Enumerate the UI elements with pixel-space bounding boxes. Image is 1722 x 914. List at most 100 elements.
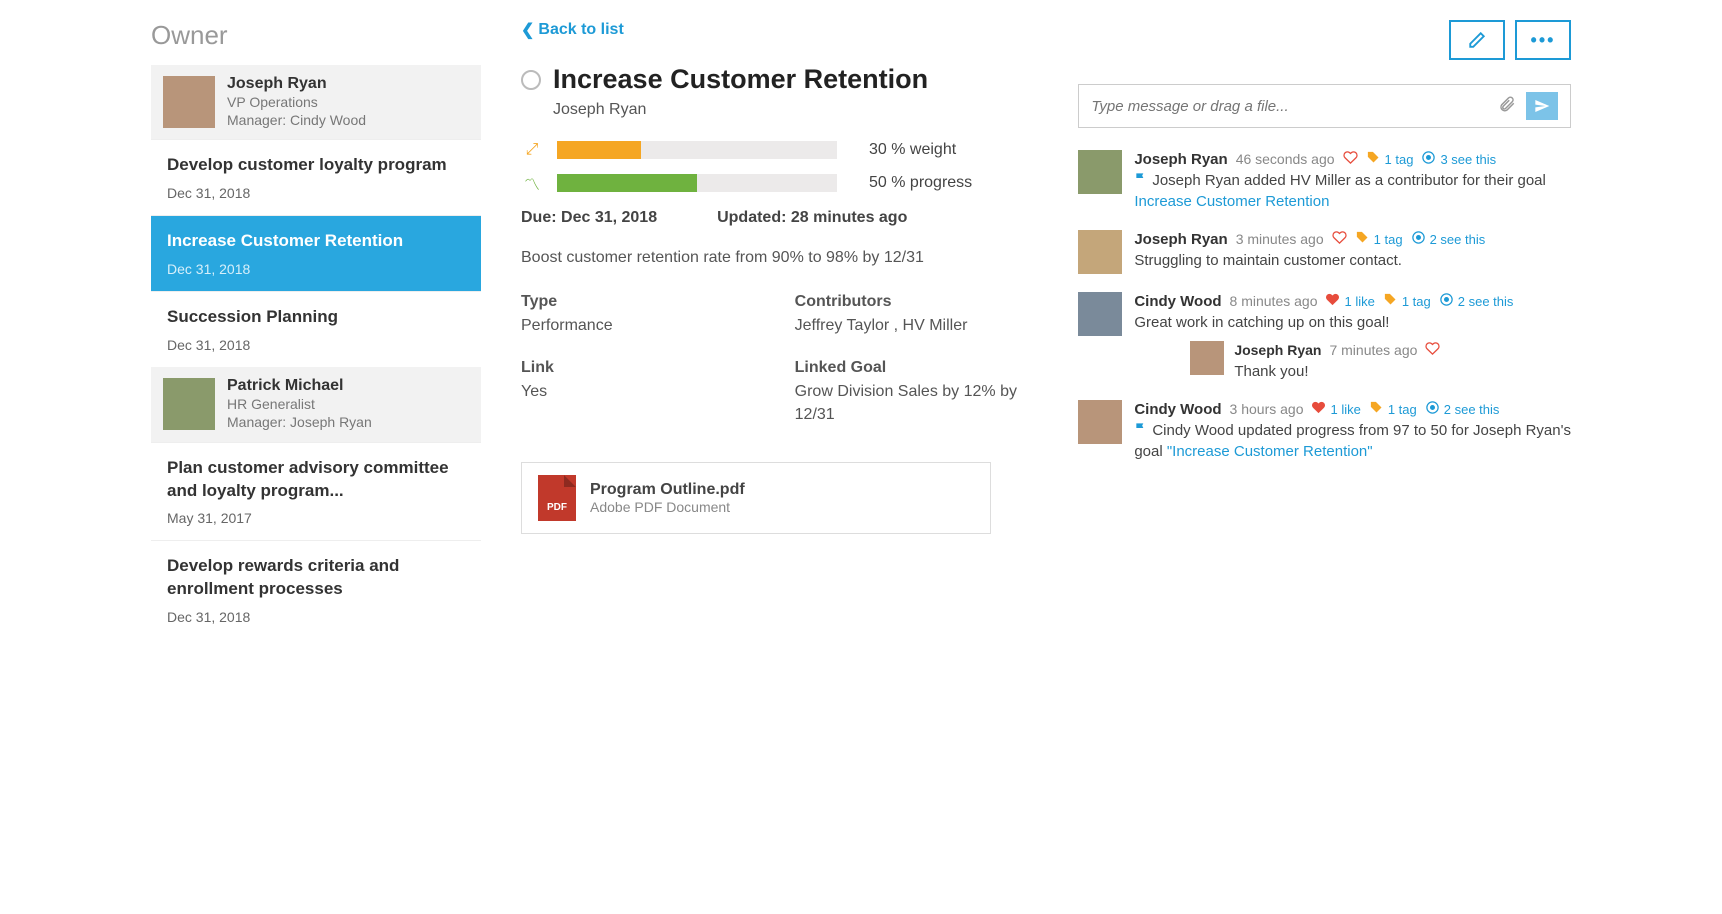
compose-box[interactable]: [1078, 84, 1571, 128]
weight-icon: ⤢: [521, 141, 543, 159]
attach-icon[interactable]: [1498, 95, 1516, 118]
avatar[interactable]: [1078, 150, 1122, 194]
progress-bar-row: 〽 50 % progress: [521, 171, 1038, 195]
goal-item-date: Dec 31, 2018: [167, 185, 465, 201]
avatar[interactable]: [1078, 292, 1122, 336]
goal-item-date: Dec 31, 2018: [167, 261, 465, 277]
attachment[interactable]: PDF Program Outline.pdf Adobe PDF Docume…: [521, 462, 991, 534]
back-link[interactable]: ❮ Back to list: [521, 20, 624, 40]
meta-row: Due: Dec 31, 2018 Updated: 28 minutes ag…: [521, 209, 1038, 227]
feed-author[interactable]: Joseph Ryan: [1134, 231, 1227, 248]
owner-card[interactable]: Joseph Ryan VP Operations Manager: Cindy…: [151, 65, 481, 139]
feed-item: Joseph Ryan 3 minutes ago 1 tag 2 see th…: [1078, 230, 1571, 274]
reply-author[interactable]: Joseph Ryan: [1234, 342, 1321, 358]
like-button[interactable]: [1425, 341, 1440, 359]
progress-label: 50 % progress: [869, 174, 972, 192]
feed-body: Cindy Wood 8 minutes ago 1 like 1 tag 2 …: [1134, 292, 1571, 382]
updated-label: Updated:: [717, 209, 786, 226]
owner-card[interactable]: Patrick Michael HR Generalist Manager: J…: [151, 367, 481, 441]
like-button[interactable]: [1343, 150, 1358, 168]
goal-title-row: Increase Customer Retention: [521, 64, 1038, 95]
compose-input[interactable]: [1091, 98, 1488, 115]
field-link: Link Yes: [521, 359, 765, 426]
goal-list-item[interactable]: Succession Planning Dec 31, 2018: [151, 291, 481, 367]
goal-item-title: Succession Planning: [167, 306, 465, 329]
flag-icon: [1134, 422, 1148, 439]
owner-role: VP Operations: [227, 93, 366, 111]
feed-author[interactable]: Cindy Wood: [1134, 401, 1221, 418]
feed-time: 3 minutes ago: [1236, 231, 1324, 247]
owner-info: Joseph Ryan VP Operations Manager: Cindy…: [227, 75, 366, 129]
radio-icon[interactable]: [521, 70, 541, 90]
weight-bar-fill: [557, 141, 641, 159]
feed-body: Joseph Ryan 3 minutes ago 1 tag 2 see th…: [1134, 230, 1571, 274]
field-contributors: Contributors Jeffrey Taylor , HV Miller: [795, 293, 1039, 337]
feed-text: Cindy Wood updated progress from 97 to 5…: [1134, 420, 1571, 462]
owner-name: Patrick Michael: [227, 377, 372, 395]
action-buttons: •••: [1449, 20, 1571, 60]
tag-icon: [1355, 230, 1370, 248]
feed-text: Great work in catching up on this goal!: [1134, 312, 1571, 333]
goal-item-title: Develop customer loyalty program: [167, 154, 465, 177]
goal-list-item[interactable]: Develop customer loyalty program Dec 31,…: [151, 139, 481, 215]
view-count[interactable]: 2 see this: [1411, 230, 1486, 248]
feed-time: 8 minutes ago: [1230, 293, 1318, 309]
goal-item-date: Dec 31, 2018: [167, 337, 465, 353]
feed-head: Cindy Wood 8 minutes ago 1 like 1 tag 2 …: [1134, 292, 1571, 310]
weight-bar-track: [557, 141, 837, 159]
pencil-icon: [1468, 31, 1486, 49]
feed-body: Joseph Ryan 46 seconds ago 1 tag 3 see t…: [1134, 150, 1571, 212]
feed-text: Struggling to maintain customer contact.: [1134, 250, 1571, 271]
feed-link[interactable]: Increase Customer Retention: [1134, 193, 1329, 210]
topbar: ❮ Back to list: [521, 20, 1038, 40]
attachment-name: Program Outline.pdf: [590, 481, 745, 499]
heart-icon: [1332, 230, 1347, 248]
send-button[interactable]: [1526, 92, 1558, 120]
progress-bar-fill: [557, 174, 697, 192]
activity-feed: ••• Joseph Ryan 46 seconds ago 1: [1078, 20, 1571, 639]
send-icon: [1534, 98, 1550, 114]
edit-button[interactable]: [1449, 20, 1505, 60]
avatar[interactable]: [1190, 341, 1224, 375]
goal-item-title: Plan customer advisory committee and loy…: [167, 457, 465, 503]
eye-icon: [1425, 400, 1440, 418]
due-label: Due:: [521, 209, 557, 226]
feed-author[interactable]: Joseph Ryan: [1134, 151, 1227, 168]
flag-icon: [1134, 172, 1148, 189]
more-button[interactable]: •••: [1515, 20, 1571, 60]
goal-detail: ❮ Back to list Increase Customer Retenti…: [521, 20, 1038, 639]
tag-count[interactable]: 1 tag: [1366, 150, 1414, 168]
progress-bar-track: [557, 174, 837, 192]
like-count[interactable]: 1 like: [1325, 292, 1374, 310]
goal-item-date: May 31, 2017: [167, 510, 465, 526]
goal-list-item[interactable]: Develop rewards criteria and enrollment …: [151, 540, 481, 639]
field-type-value: Performance: [521, 315, 765, 337]
feed-author[interactable]: Cindy Wood: [1134, 293, 1221, 310]
heart-icon: [1343, 150, 1358, 168]
goal-list-item[interactable]: Increase Customer Retention Dec 31, 2018: [151, 215, 481, 291]
field-linked-goal-value: Grow Division Sales by 12% by 12/31: [795, 381, 1039, 426]
tag-count[interactable]: 1 tag: [1369, 400, 1417, 418]
like-button[interactable]: [1332, 230, 1347, 248]
feed-item: Cindy Wood 3 hours ago 1 like 1 tag 2 se…: [1078, 400, 1571, 462]
tag-count[interactable]: 1 tag: [1355, 230, 1403, 248]
owner-info: Patrick Michael HR Generalist Manager: J…: [227, 377, 372, 431]
avatar[interactable]: [1078, 230, 1122, 274]
feed-link[interactable]: "Increase Customer Retention": [1167, 443, 1373, 460]
avatar[interactable]: [1078, 400, 1122, 444]
chevron-left-icon: ❮: [521, 20, 534, 40]
view-count[interactable]: 3 see this: [1421, 150, 1496, 168]
view-count[interactable]: 2 see this: [1425, 400, 1500, 418]
back-label: Back to list: [538, 21, 623, 39]
tag-count[interactable]: 1 tag: [1383, 292, 1431, 310]
like-count[interactable]: 1 like: [1311, 400, 1360, 418]
attachment-info: Program Outline.pdf Adobe PDF Document: [590, 481, 745, 515]
heart-icon: [1325, 292, 1340, 310]
view-count[interactable]: 2 see this: [1439, 292, 1514, 310]
page: Owner Joseph Ryan VP Operations Manager:…: [121, 0, 1601, 659]
goal-title: Increase Customer Retention: [553, 64, 928, 95]
avatar: [163, 378, 215, 430]
goal-list-item[interactable]: Plan customer advisory committee and loy…: [151, 442, 481, 541]
field-contrib-value: Jeffrey Taylor , HV Miller: [795, 315, 1039, 337]
owner-name: Joseph Ryan: [227, 75, 366, 93]
